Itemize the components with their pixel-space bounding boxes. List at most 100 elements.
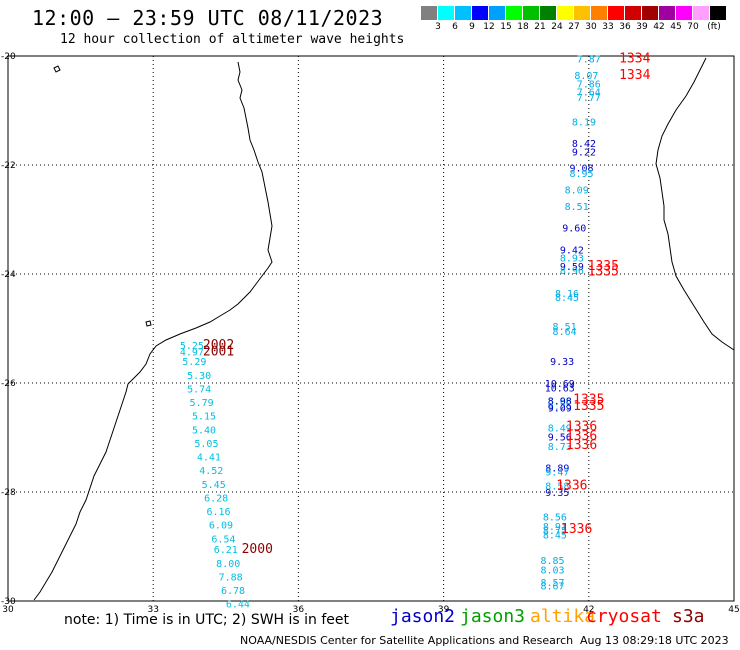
pass-id-label: 1336 [566,438,597,453]
scale-swatch [608,6,624,20]
x-tick-label: 33 [147,605,158,615]
wave-height-value: 8.73 [548,442,572,453]
wave-height-value: 8.51 [565,202,589,213]
wave-height-value: 8.89 [545,463,569,474]
y-tick-label: -30 [1,597,16,607]
wave-height-value: 7.64 [577,87,601,98]
wave-height-value: 8.03 [540,565,564,576]
scale-swatch [642,6,658,20]
wave-height-value: 4.52 [199,466,223,477]
scale-swatch [574,6,590,20]
y-tick-label: -20 [1,52,16,62]
x-tick-label: 30 [2,605,14,615]
wave-height-value: 8.09 [565,186,589,197]
wave-height-value: 8.45 [543,531,567,542]
africa-coastline [33,61,273,601]
wave-height-value: 6.09 [209,521,233,532]
wave-height-value: 8.66 [548,396,572,407]
x-tick-label: 39 [438,605,450,615]
wave-height-value: 8.98 [548,396,572,407]
wave-height-value: 8.95 [569,169,593,180]
wave-height-value: 6.16 [206,507,230,518]
legend-jason3: jason3 [460,606,526,627]
wave-height-value: 8.00 [216,559,240,570]
island-outline [145,320,152,327]
scale-label: 45 [670,22,682,32]
wave-height-value: 4.97 [180,347,204,358]
scale-swatch [455,6,471,20]
wave-height-value: 8.85 [540,556,564,567]
scale-label: 30 [585,22,597,32]
scale-label: 24 [551,22,563,32]
scale-swatch [659,6,675,20]
wave-height-value: 8.16 [555,289,579,300]
wave-height-value: 8.57 [540,578,564,589]
wave-height-value: 8.07 [574,71,598,82]
wave-height-value: 8.96 [560,266,584,277]
generated-timestamp: Aug 13 08:29:18 UTC 2023 [580,634,729,647]
wave-height-value: 9.56 [548,432,572,443]
map-frame [7,55,735,602]
legend-jason2: jason2 [390,606,456,627]
y-tick-label: -22 [1,161,16,171]
wave-height-value: 8.58 [545,481,569,492]
scale-unit: (ft) [707,22,721,32]
scale-swatch [625,6,641,20]
scale-label: 33 [602,22,614,32]
wave-height-value: 9.42 [560,245,584,256]
wave-height-value: 8.93 [560,254,584,265]
wave-height-value: 5.05 [194,439,218,450]
scale-label: 39 [636,22,648,32]
wave-height-value: 8.67 [540,582,564,593]
scale-swatch [591,6,607,20]
scale-label: 18 [517,22,529,32]
pass-id-label: 2000 [242,542,273,557]
scale-label: 42 [653,22,665,32]
wave-height-value: 8.75 [543,526,567,537]
map-title: 12:00 – 23:59 UTC 08/11/2023 [32,6,384,30]
scale-swatch [421,6,437,20]
scale-swatch [489,6,505,20]
wave-height-value: 5.45 [202,480,226,491]
legend-cryosat: cryosat [586,606,662,627]
scale-swatch [438,6,454,20]
legend-altika: altika [530,606,596,627]
scale-label: 3 [435,22,441,32]
wave-height-value: 5.15 [192,412,216,423]
y-tick-label: -24 [1,270,16,280]
footnote: note: 1) Time is in UTC; 2) SWH is in fe… [64,612,350,628]
y-tick-label: -26 [1,379,16,389]
wave-height-value: 7.88 [219,572,243,583]
wave-height-value: 5.40 [192,425,216,436]
wave-height-value: 8.45 [555,293,579,304]
scale-label: 6 [452,22,458,32]
wave-height-value: 5.25 [180,341,204,352]
wave-height-value: 4.41 [197,453,221,464]
pass-id-label: 2001 [203,344,234,359]
y-tick-label: -28 [1,488,16,498]
scale-label: 12 [483,22,495,32]
pass-id-label: 1335 [573,392,604,407]
scale-label: 27 [568,22,580,32]
pass-id-label: 1335 [573,399,604,414]
wave-height-value: 7.87 [577,55,601,66]
wave-height-value: 8.42 [572,139,596,150]
pass-id-label: 1335 [588,264,619,279]
scale-swatch [523,6,539,20]
scale-label: 70 [687,22,699,32]
pass-id-label: 2002 [203,338,234,353]
wave-height-value: 9.25 [548,402,572,413]
wave-height-value: 8.51 [553,322,577,333]
wave-height-value: 9.33 [550,357,574,368]
pass-id-label: 1336 [556,478,587,493]
wave-height-value: 6.44 [226,600,250,611]
pass-id-label: 1334 [619,68,650,83]
wave-height-value: 7.86 [577,79,601,90]
observation-labels: 7.87 1334 8.07 1334 7.867.647.77 8.19 8.429.22… [180,52,651,611]
wave-height-value: 8.64 [553,327,577,338]
wave-height-value: 9.35 [545,488,569,499]
wave-height-value: 8.56 [543,513,567,524]
scale-swatch [710,6,726,20]
wave-height-value: 6.54 [211,534,235,545]
island-outline [53,65,61,73]
